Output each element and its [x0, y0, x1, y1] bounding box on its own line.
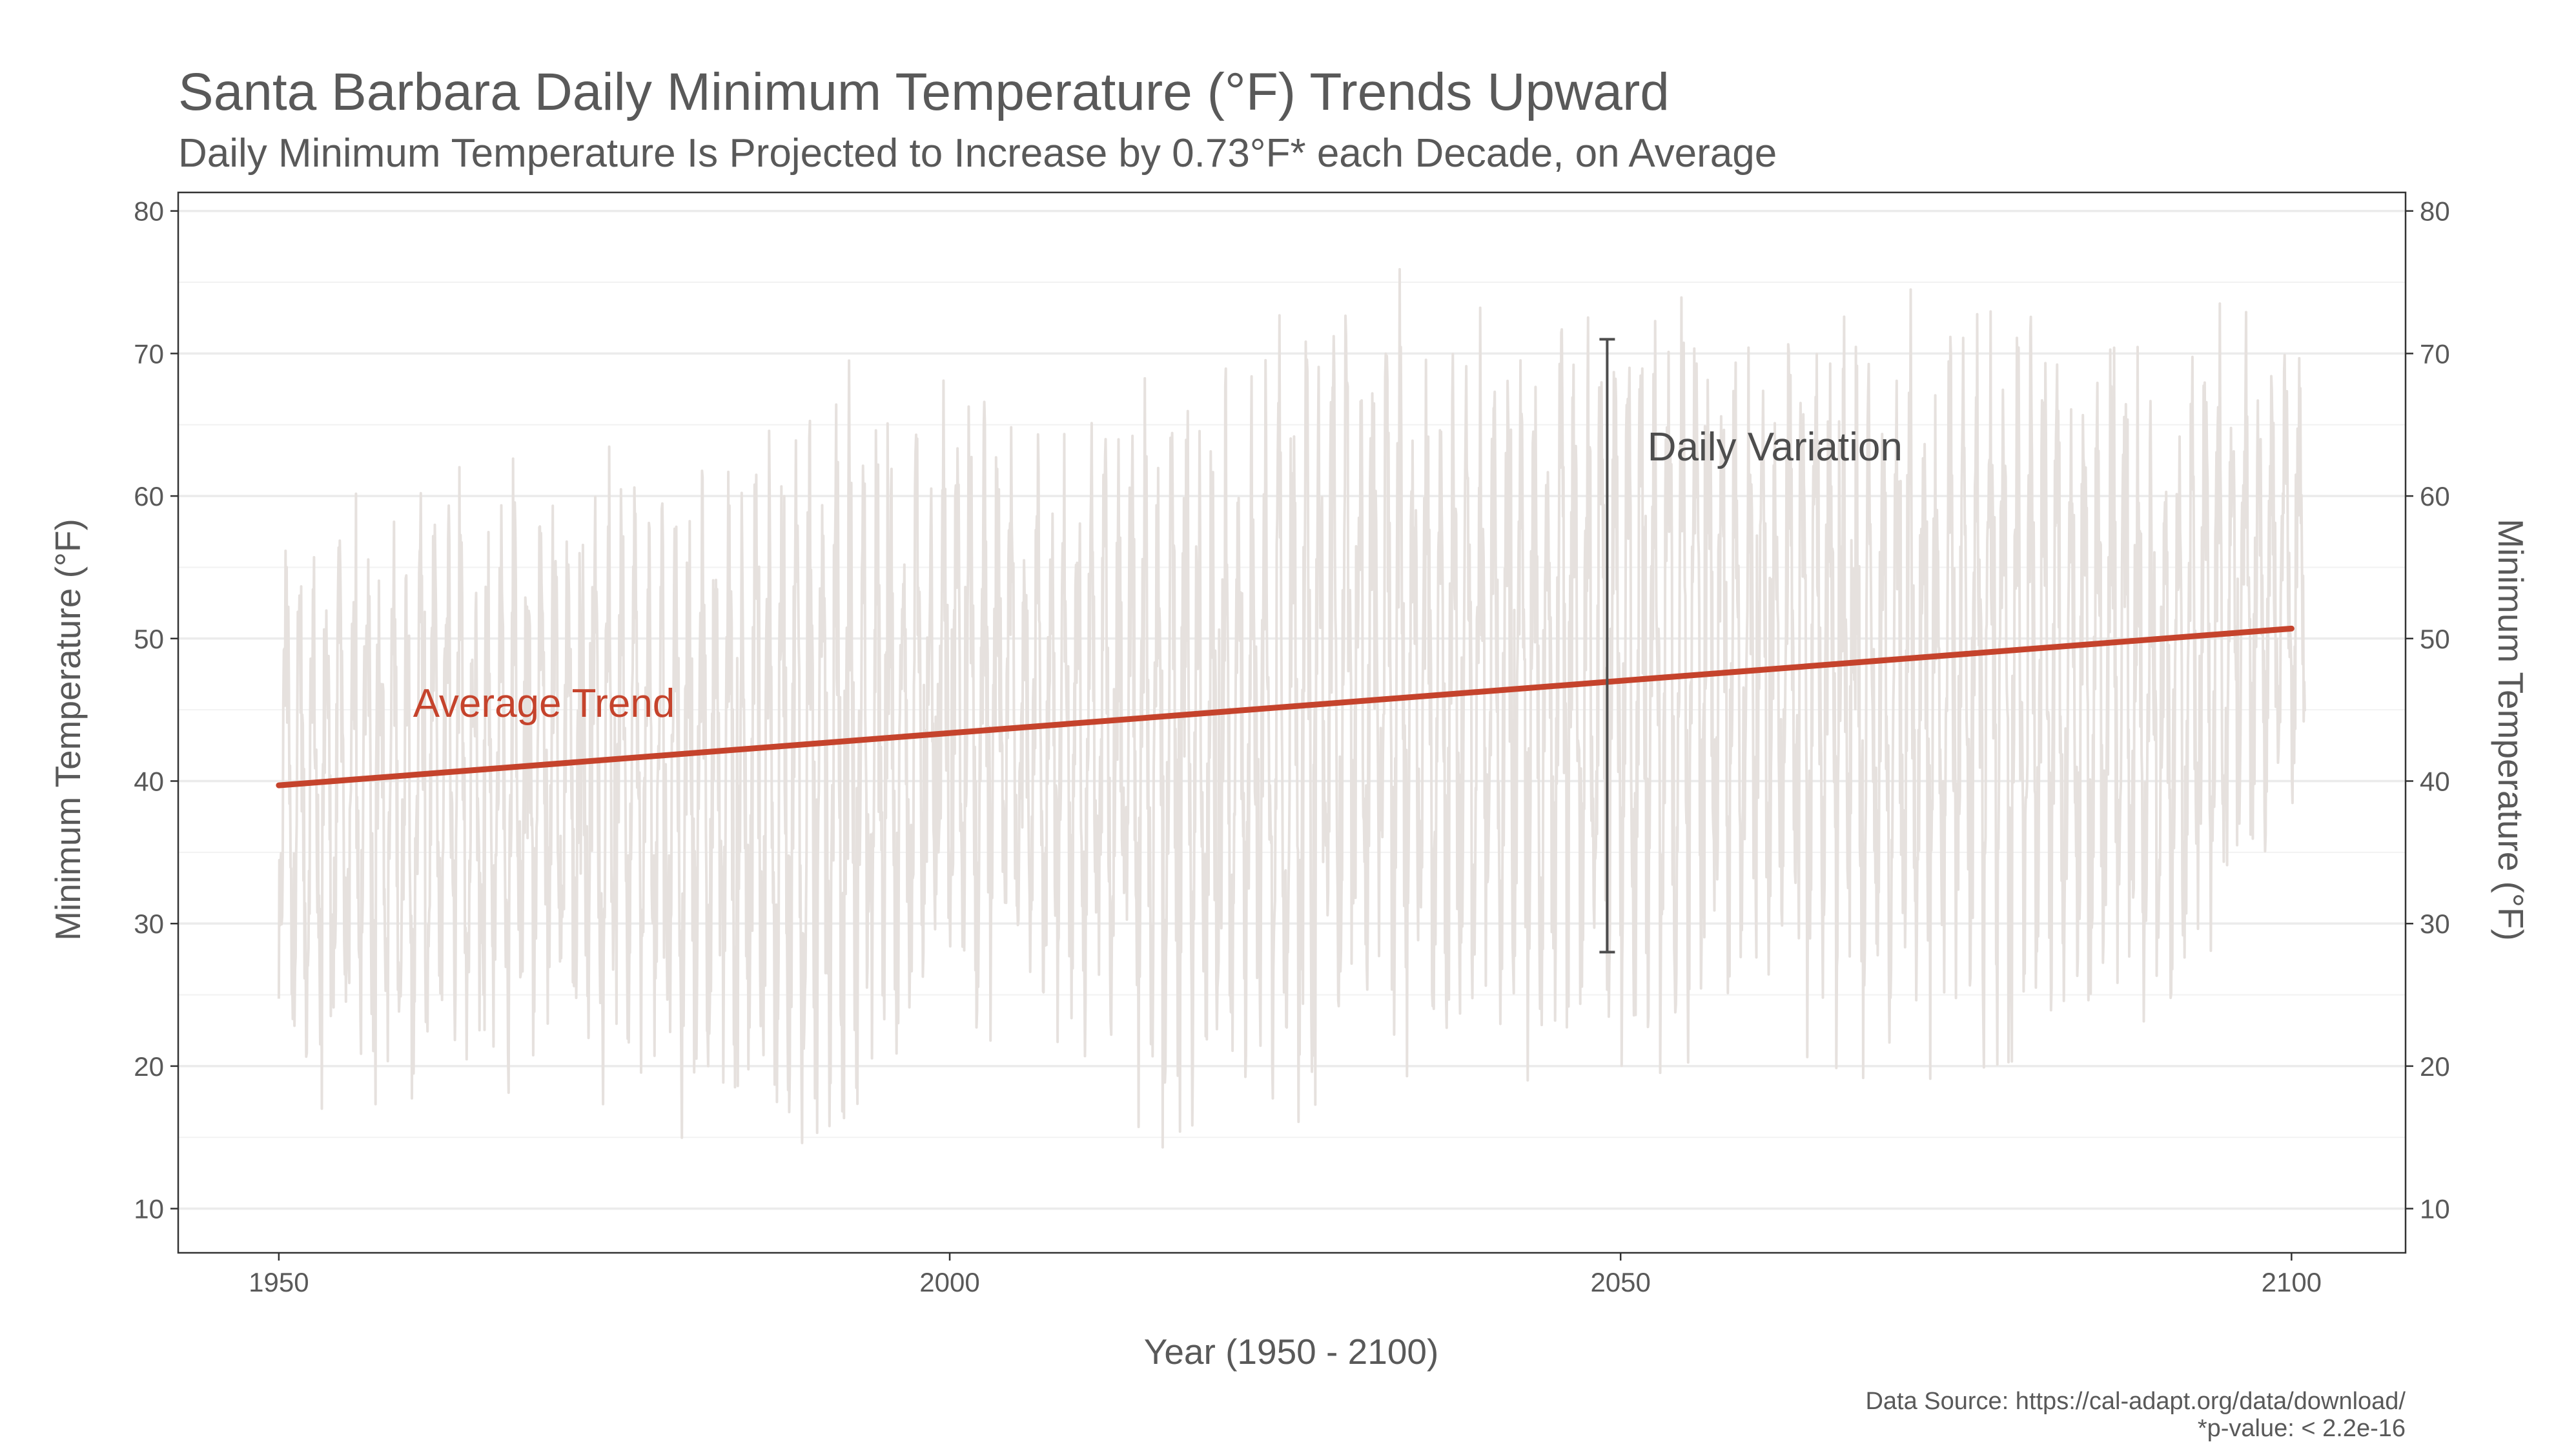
data-source-note: Data Source: https://cal-adapt.org/data/…	[1865, 1388, 2406, 1415]
average-trend-annotation: Average Trend	[413, 681, 675, 726]
y-tick-label-right: 50	[2420, 624, 2450, 654]
x-axis-title: Year (1950 - 2100)	[1144, 1332, 1439, 1372]
x-tick-label: 1950	[249, 1267, 309, 1297]
average-trend-line	[276, 625, 2295, 788]
y-tick-label-right: 80	[2420, 196, 2450, 227]
y-tick-label-right: 20	[2420, 1051, 2450, 1082]
y-tick-label-right: 30	[2420, 909, 2450, 939]
average-trend-layer	[276, 625, 2295, 788]
y-tick-label-left: 60	[134, 481, 164, 511]
y-tick-label-left: 50	[134, 624, 164, 654]
daily-variation-errorbar	[1599, 338, 1615, 954]
y-tick-label-left: 40	[134, 766, 164, 796]
chart-subtitle: Daily Minimum Temperature Is Projected t…	[178, 131, 1777, 176]
x-axis: 1950 2000 2050 2100	[249, 1253, 2322, 1297]
p-value-note: *p-value: < 2.2e-16	[2198, 1415, 2406, 1442]
y-axis-title-right: Minimum Temperature (°F)	[2491, 519, 2531, 941]
x-tick-label: 2050	[1590, 1267, 1650, 1297]
daily-variation-band	[277, 268, 2306, 1149]
y-tick-label-right: 40	[2420, 766, 2450, 796]
y-tick-label-right: 70	[2420, 338, 2450, 369]
y-tick-label-right: 60	[2420, 481, 2450, 511]
y-tick-label-left: 20	[134, 1051, 164, 1082]
chart-title: Santa Barbara Daily Minimum Temperature …	[178, 63, 1670, 121]
y-tick-label-left: 30	[134, 909, 164, 939]
y-tick-label-left: 70	[134, 338, 164, 369]
y-axis-right: 10 20 30 40 50 60 70 80	[2406, 196, 2450, 1224]
x-tick-label: 2100	[2262, 1267, 2322, 1297]
plot-panel-border	[177, 191, 2407, 1254]
y-axis-left: 10 20 30 40 50 60 70 80	[134, 196, 178, 1224]
y-tick-label-right: 10	[2420, 1194, 2450, 1224]
daily-variation-annotation: Daily Variation	[1648, 425, 1903, 469]
x-tick-label: 2000	[919, 1267, 979, 1297]
y-tick-label-left: 80	[134, 196, 164, 227]
y-axis-title-left: Minimum Temperature (°F)	[48, 519, 88, 941]
daily-variation-series	[277, 268, 2306, 1149]
y-tick-label-left: 10	[134, 1194, 164, 1224]
